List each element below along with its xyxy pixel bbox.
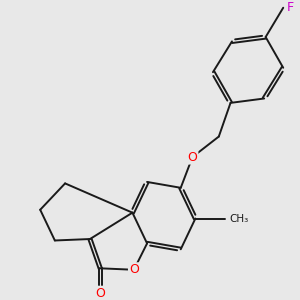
Text: O: O — [95, 287, 105, 300]
Text: O: O — [129, 263, 139, 276]
Text: CH₃: CH₃ — [229, 214, 248, 224]
Text: O: O — [188, 151, 197, 164]
Text: F: F — [287, 1, 294, 14]
